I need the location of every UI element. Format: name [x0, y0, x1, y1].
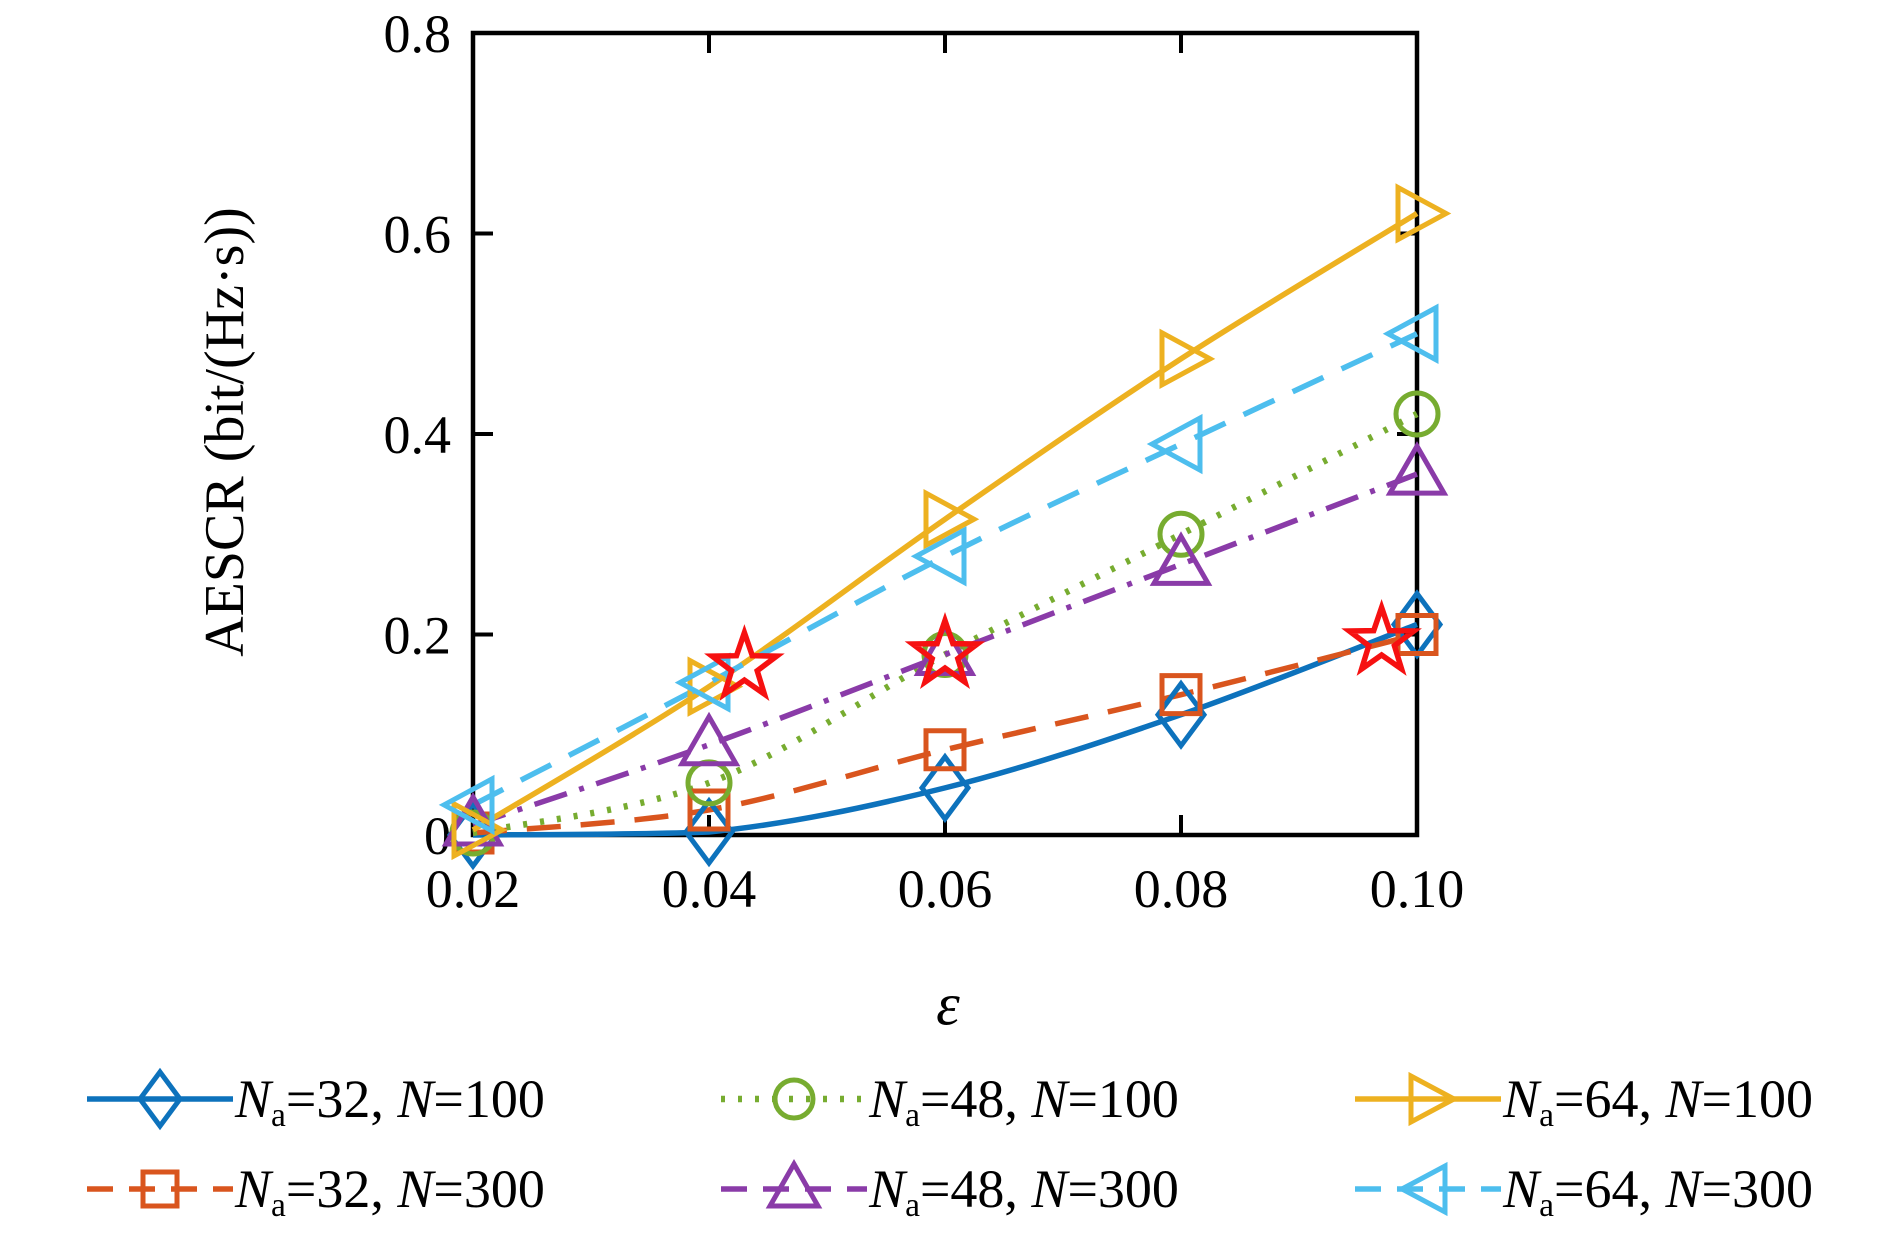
series-line [472, 471, 1418, 828]
legend-item: Na=32, N=300 [85, 1148, 545, 1230]
circle-marker [1393, 390, 1441, 438]
triangle-left-marker [1396, 1161, 1448, 1217]
plot-border [470, 30, 1420, 838]
legend-item: Na=64, N=100 [1353, 1058, 1813, 1140]
triangle-up-marker [1385, 441, 1449, 496]
triangle-right-marker [923, 489, 980, 550]
x-tick-label: 0.04 [662, 859, 757, 919]
series-line [472, 621, 1418, 838]
star-marker [704, 624, 785, 701]
triangle-right-marker [1395, 183, 1452, 244]
triangle-left-marker [438, 774, 495, 836]
square-marker [923, 728, 967, 772]
legend-sample [721, 1077, 868, 1121]
legend-sample [1355, 1161, 1502, 1217]
legend-sample [87, 1169, 233, 1209]
triangle-right-marker [451, 799, 508, 861]
legend-label: Na=48, N=100 [869, 1069, 1179, 1135]
legend-sample [87, 1067, 233, 1131]
star-marker [904, 612, 986, 689]
square-marker [1159, 673, 1203, 717]
chart-legend: Na=32, N=100 Na=48, N=100 Na=64, N=100 Na=3… [85, 1058, 1813, 1230]
triangle-left-marker [910, 526, 967, 587]
x-tick-label: 0.08 [1134, 859, 1229, 919]
triangle-left-marker [1382, 303, 1439, 364]
y-tick-label: 0.8 [384, 4, 452, 64]
diamond-marker [682, 796, 736, 868]
legend-label: Na=64, N=300 [1503, 1159, 1813, 1225]
y-tick-label: 0.4 [384, 405, 452, 465]
legend-label: Na=32, N=100 [235, 1069, 545, 1135]
x-tick-label: 0.10 [1370, 859, 1465, 919]
diamond-marker [1154, 679, 1208, 750]
legend-item: Na=48, N=300 [719, 1148, 1179, 1230]
diamond-marker [918, 752, 972, 824]
circle-marker [1157, 510, 1205, 558]
series-line [471, 211, 1419, 833]
series-line [471, 331, 1419, 808]
triangle-up-marker [765, 1158, 823, 1209]
y-tick-label: 0.2 [384, 606, 452, 666]
legend-label: Na=48, N=300 [869, 1159, 1179, 1225]
triangle-up-marker [913, 621, 977, 677]
legend-item: Na=48, N=100 [719, 1058, 1179, 1140]
x-axis-label: ε [936, 971, 960, 1038]
y-tick-label: 0.6 [384, 205, 452, 265]
triangle-right-marker [1408, 1071, 1460, 1127]
y-tick-label: 0 [424, 806, 451, 866]
triangle-left-marker [1146, 413, 1203, 475]
x-tick-label: 0.06 [898, 859, 993, 919]
star-marker [1341, 599, 1422, 676]
legend-label: Na=32, N=300 [235, 1159, 545, 1225]
legend-item: Na=64, N=300 [1353, 1148, 1813, 1230]
diamond-marker [136, 1067, 184, 1131]
legend-sample [721, 1158, 868, 1209]
legend-item: Na=32, N=100 [85, 1058, 545, 1140]
y-axis-label: AESCR (bit/(Hz·s)) [194, 207, 256, 657]
square-marker [687, 788, 731, 832]
triangle-right-marker [1159, 328, 1216, 390]
legend-label: Na=64, N=100 [1503, 1069, 1813, 1135]
series-line [472, 631, 1418, 836]
legend-sample [1355, 1071, 1502, 1127]
triangle-up-marker [677, 711, 741, 767]
triangle-up-marker [1149, 531, 1213, 586]
square-marker [140, 1169, 180, 1209]
circle-marker [772, 1077, 816, 1121]
